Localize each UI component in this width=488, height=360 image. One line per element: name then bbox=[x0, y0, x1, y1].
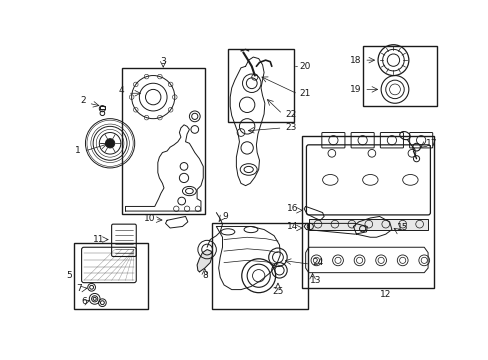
Text: 12: 12 bbox=[379, 290, 390, 299]
Text: 20: 20 bbox=[299, 62, 310, 71]
Text: 8: 8 bbox=[202, 271, 207, 280]
Text: 4: 4 bbox=[118, 86, 124, 95]
Text: 24: 24 bbox=[312, 258, 323, 267]
Text: 23: 23 bbox=[285, 123, 296, 132]
Text: 16: 16 bbox=[286, 204, 298, 213]
Text: 2: 2 bbox=[81, 96, 86, 105]
Text: 21: 21 bbox=[299, 89, 310, 98]
Text: 9: 9 bbox=[222, 212, 228, 221]
Bar bbox=[227, 49, 293, 122]
Bar bbox=[122, 68, 204, 214]
Text: 13: 13 bbox=[310, 276, 321, 285]
Text: 6: 6 bbox=[81, 297, 87, 306]
Bar bbox=[362, 46, 436, 106]
Text: 19: 19 bbox=[349, 85, 360, 94]
Text: 1: 1 bbox=[75, 147, 81, 156]
Text: 14: 14 bbox=[287, 222, 298, 231]
Text: 10: 10 bbox=[143, 214, 155, 223]
Text: 15: 15 bbox=[396, 224, 408, 233]
Text: 22: 22 bbox=[285, 109, 296, 118]
Bar bbox=[301, 136, 433, 288]
Text: 17: 17 bbox=[425, 139, 436, 148]
Text: 18: 18 bbox=[349, 56, 360, 65]
Bar bbox=[308, 219, 427, 230]
Text: 3: 3 bbox=[160, 57, 166, 66]
Bar bbox=[211, 222, 307, 309]
Circle shape bbox=[105, 139, 115, 148]
Bar bbox=[74, 243, 147, 309]
Polygon shape bbox=[197, 249, 212, 272]
Text: 5: 5 bbox=[66, 271, 72, 280]
Text: 11: 11 bbox=[93, 235, 104, 244]
Text: 25: 25 bbox=[272, 287, 283, 296]
Text: 7: 7 bbox=[77, 284, 82, 293]
